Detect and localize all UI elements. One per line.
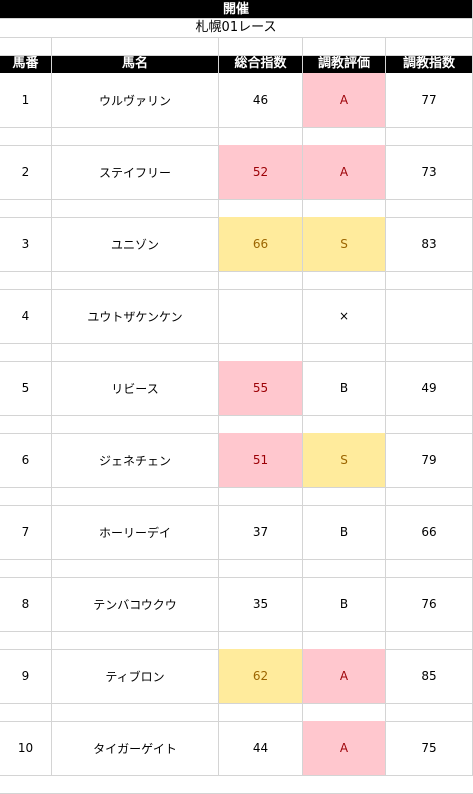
- grid-line: [0, 37, 473, 38]
- grid-line: [51, 37, 52, 775]
- header-horse-name: 馬名: [52, 55, 218, 73]
- training-index-cell: 85: [421, 669, 437, 683]
- training-eval-cell: B: [339, 597, 349, 611]
- training-index-cell: 66: [421, 525, 437, 539]
- training-eval-cell: ×: [338, 309, 350, 323]
- grid-line: [0, 631, 473, 632]
- grid-line: [0, 577, 473, 578]
- grid-line: [218, 37, 219, 775]
- training-eval-cell: A: [303, 73, 385, 127]
- training-index-cell: 73: [421, 165, 437, 179]
- training-index-cell: 76: [421, 597, 437, 611]
- horse-name-cell: ジェネチェン: [98, 453, 171, 468]
- horse-number-cell: 4: [21, 309, 30, 323]
- grid-line: [0, 775, 473, 776]
- horse-name-cell: ティブロン: [105, 669, 165, 684]
- grid-line: [0, 559, 473, 560]
- header-training-eval: 調教評価: [303, 55, 385, 73]
- grid-line: [0, 415, 473, 416]
- grid-line: [0, 721, 473, 722]
- training-index-cell: 75: [421, 741, 437, 755]
- header-horse-number: 馬番: [0, 55, 51, 73]
- horse-name-cell: ユニゾン: [110, 237, 159, 252]
- grid-line: [302, 37, 303, 775]
- training-eval-cell: B: [339, 525, 349, 539]
- total-index-cell: 55: [219, 361, 302, 415]
- training-index-cell: 83: [421, 237, 437, 251]
- grid-line: [0, 289, 473, 290]
- horse-name-cell: ホーリーデイ: [98, 525, 171, 540]
- horse-number-cell: 6: [21, 453, 30, 467]
- grid-line: [0, 703, 473, 704]
- training-eval-cell: B: [339, 381, 349, 395]
- training-index-cell: 79: [421, 453, 437, 467]
- header-total-index: 総合指数: [219, 55, 302, 73]
- training-index-cell: [386, 289, 472, 343]
- horse-number-cell: 2: [21, 165, 30, 179]
- horse-number-cell: 1: [21, 93, 30, 107]
- horse-name-cell: タイガーゲイト: [93, 741, 177, 756]
- sheet-title: 開催: [0, 0, 472, 19]
- horse-name-cell: ウルヴァリン: [98, 93, 171, 108]
- training-eval-cell: A: [303, 721, 385, 775]
- horse-name-cell: ユウトザケンケン: [87, 309, 183, 324]
- total-index-cell: 66: [219, 217, 302, 271]
- grid-line: [0, 55, 473, 56]
- grid-line: [0, 271, 473, 272]
- total-index-cell: 51: [219, 433, 302, 487]
- training-eval-cell: A: [303, 649, 385, 703]
- horse-number-cell: 9: [21, 669, 30, 683]
- training-index-cell: 49: [421, 381, 437, 395]
- training-eval-cell: S: [303, 433, 385, 487]
- grid-line: [0, 199, 473, 200]
- total-index-cell: 44: [252, 741, 269, 755]
- total-index-cell: 35: [252, 597, 269, 611]
- total-index-cell: [219, 289, 302, 343]
- grid-line: [0, 127, 473, 128]
- total-index-cell: 62: [219, 649, 302, 703]
- horse-name-cell: テンバコウクウ: [93, 597, 177, 612]
- horse-number-cell: 7: [21, 525, 30, 539]
- training-eval-cell: S: [303, 217, 385, 271]
- training-eval-cell: A: [303, 145, 385, 199]
- header-training-index: 調教指数: [386, 55, 472, 73]
- horse-number-cell: 5: [21, 381, 30, 395]
- grid-line: [0, 343, 473, 344]
- horse-name-cell: リビース: [111, 381, 159, 396]
- training-index-cell: 77: [421, 93, 437, 107]
- horse-name-cell: ステイフリー: [98, 165, 171, 180]
- grid-line: [0, 487, 473, 488]
- grid-line: [0, 18, 473, 19]
- horse-number-cell: 10: [17, 741, 34, 755]
- total-index-cell: 37: [252, 525, 269, 539]
- race-name: 札幌01レース: [195, 20, 277, 35]
- total-index-cell: 46: [252, 93, 269, 107]
- horse-number-cell: 8: [21, 597, 30, 611]
- horse-number-cell: 3: [21, 237, 30, 251]
- total-index-cell: 52: [219, 145, 302, 199]
- grid-line: [0, 505, 473, 506]
- grid-line: [385, 37, 386, 775]
